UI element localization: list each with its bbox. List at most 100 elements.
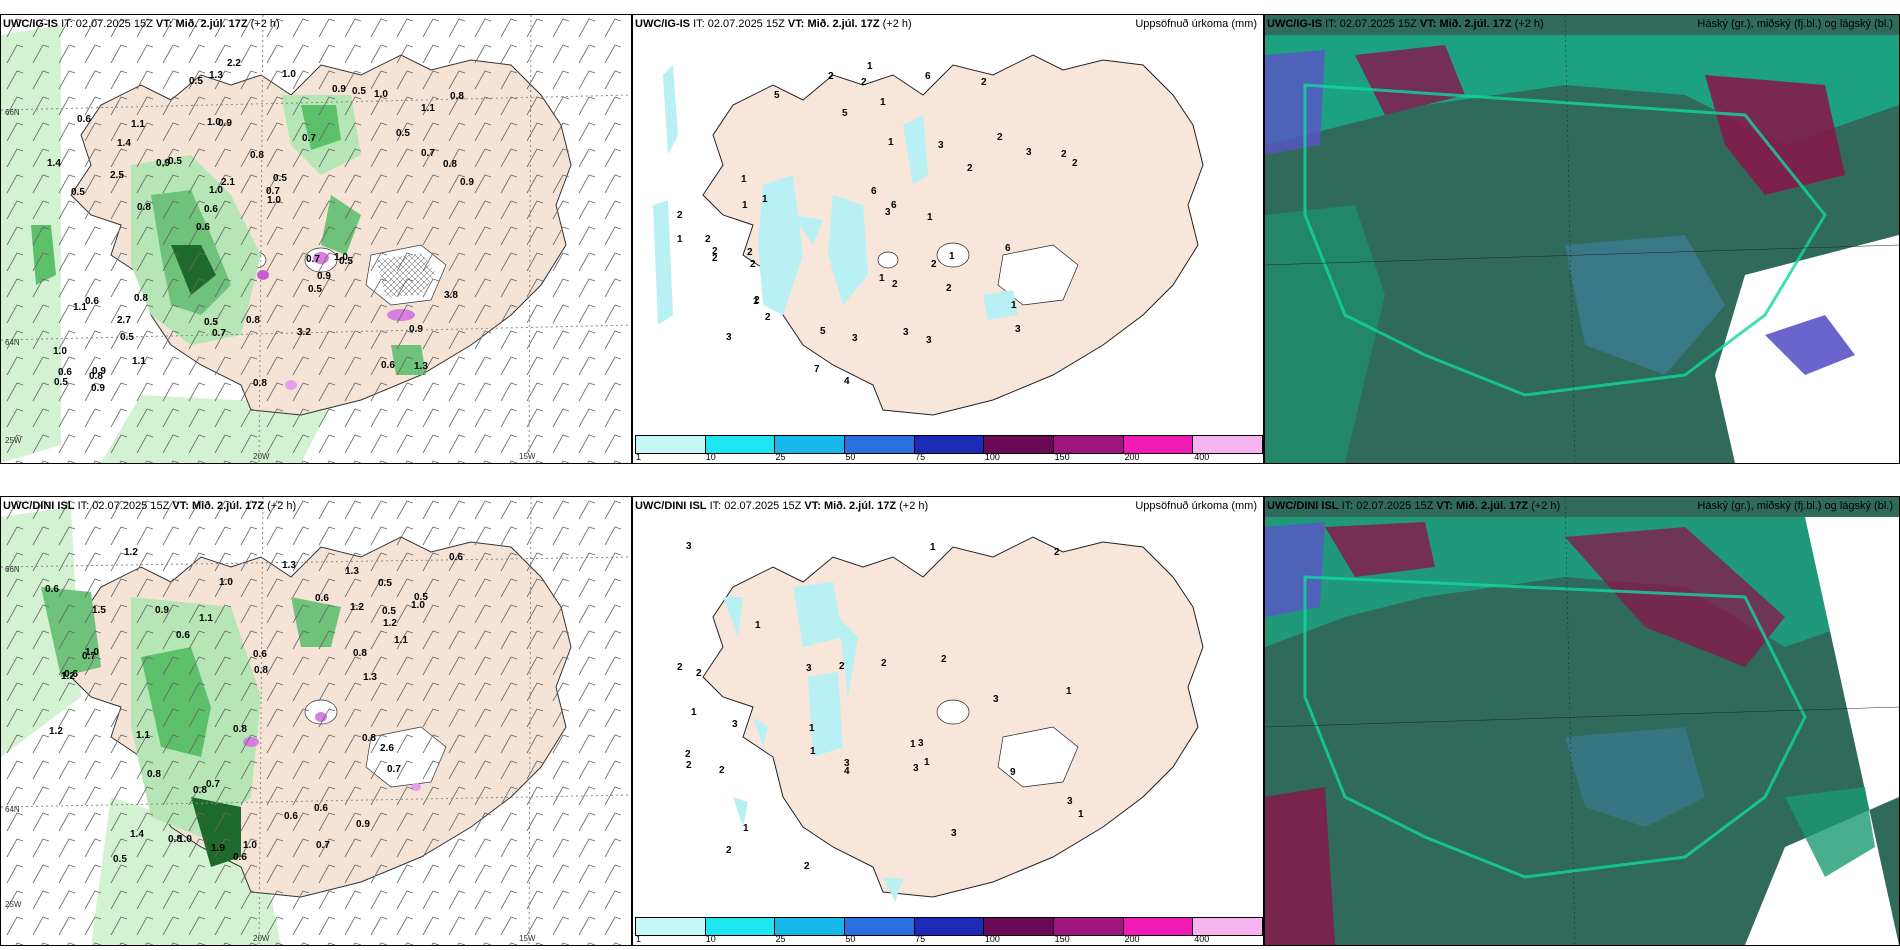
station-value: 2 <box>726 845 732 856</box>
it-value: 02.07.2025 15Z <box>1339 18 1417 30</box>
station-value: 3 <box>1067 796 1073 807</box>
station-value: 1.3 <box>209 70 223 81</box>
model-name: UWC/DINI ISL <box>3 500 75 512</box>
lead-time: (+2 h) <box>267 500 297 512</box>
station-value: 0.8 <box>89 371 103 382</box>
station-value: 0.9 <box>155 605 169 616</box>
station-value: 1.2 <box>124 547 138 558</box>
station-value: 0.5 <box>54 377 68 388</box>
it-label: IT: <box>693 18 705 30</box>
colorbar-segment <box>1123 918 1194 935</box>
station-value: 0.6 <box>85 296 99 307</box>
station-value: 1.0 <box>374 89 388 100</box>
precip-cyan-areas <box>758 115 1018 320</box>
lat-64-label: 64N <box>5 338 20 347</box>
station-value: 0.9 <box>218 118 232 129</box>
station-value: 0.8 <box>254 665 268 676</box>
station-value: 1.3 <box>363 672 377 683</box>
vt-value: Mið. 2.júl. 17Z <box>823 500 897 512</box>
station-value: 1 <box>927 212 933 223</box>
station-value: 1 <box>930 542 936 553</box>
station-value: 5 <box>842 108 848 119</box>
station-value: 2 <box>967 163 973 174</box>
station-value: 2 <box>1061 149 1067 160</box>
colorbar-segment <box>775 436 846 453</box>
station-value: 1 <box>810 746 816 757</box>
panel-header: UWC/DINI ISL IT: 02.07.2025 15Z VT: Mið.… <box>635 500 928 512</box>
station-value: 2 <box>750 259 756 270</box>
station-value: 0.8 <box>246 315 260 326</box>
vt-label: VT: <box>1436 500 1453 512</box>
colorbar-segment <box>1193 918 1263 935</box>
lon-15-label: 15W <box>519 934 536 943</box>
station-value: 3 <box>732 719 738 730</box>
station-value: 0.6 <box>64 669 78 680</box>
it-value: 02.07.2025 15Z <box>724 500 802 512</box>
colorbar-tick-label: 150 <box>1054 452 1070 462</box>
station-value: 1.2 <box>383 618 397 629</box>
station-value: 1.1 <box>199 613 213 624</box>
station-value: 0.6 <box>45 584 59 595</box>
station-value: 1.1 <box>421 103 435 114</box>
colorbar-tick-label: 10 <box>705 452 716 462</box>
precip-cyan-areas <box>723 582 903 902</box>
station-value: 2 <box>946 283 952 294</box>
station-value: 3 <box>806 663 812 674</box>
station-value: 2 <box>719 765 725 776</box>
lead-time: (+2 h) <box>1531 500 1561 512</box>
station-value: 0.8 <box>353 648 367 659</box>
vt-label: VT: <box>1419 18 1437 30</box>
station-value: 0.5 <box>113 854 127 865</box>
station-values: 0.80.71.30.51.00.80.60.50.60.71.5 1.2 1.00… <box>45 547 463 865</box>
station-value: 0.6 <box>204 204 218 215</box>
colorbar-segment <box>1123 436 1194 453</box>
station-value: 0.6 <box>314 803 328 814</box>
station-value: 1.3 <box>282 560 296 571</box>
vt-value: Mið. 2.júl. 17Z <box>1455 500 1529 512</box>
station-value: 1 <box>924 757 930 768</box>
station-value: 0.5 <box>120 332 134 343</box>
station-value: 4 <box>844 376 850 387</box>
station-values: 1.3 0.5 1.1 0.6 0.7 0.9 1.0 0.8 0.6 0.5 1.0 0.5 0.9 0… <box>47 58 474 394</box>
lon-25-label: 25W <box>5 900 22 909</box>
it-label: IT: <box>1341 500 1354 512</box>
lead-time: (+2 h) <box>899 500 929 512</box>
panel-precip-igis: UWC/IG-IS IT: 02.07.2025 15Z VT: Mið. 2.… <box>632 14 1264 464</box>
station-value: 1 <box>743 823 749 834</box>
model-name: UWC/DINI ISL <box>1267 500 1339 512</box>
station-value: 0.9 <box>409 324 423 335</box>
station-value: 1.0 <box>53 346 67 357</box>
station-value: 1 <box>949 251 955 262</box>
station-value: 6 <box>871 186 877 197</box>
station-value: 1 <box>880 97 886 108</box>
station-value: 0.6 <box>253 649 267 660</box>
vt-label: VT: <box>804 500 821 512</box>
colorbar-tick-label: 150 <box>1054 934 1070 944</box>
station-value: 3 <box>903 327 909 338</box>
station-value: 0.7 <box>266 186 280 197</box>
station-value: 0.8 <box>134 293 148 304</box>
vt-label: VT: <box>155 18 173 30</box>
station-value: 1 <box>1011 300 1017 311</box>
station-value: 3 <box>951 828 957 839</box>
station-value: 1.4 <box>130 829 144 840</box>
station-value: 2 <box>677 210 683 221</box>
it-label: IT: <box>1325 18 1337 30</box>
station-value: 2 <box>696 668 702 679</box>
station-value: 0.5 <box>204 317 218 328</box>
station-value: 2 <box>754 295 760 306</box>
station-value: 3 <box>918 738 924 749</box>
it-label: IT: <box>709 500 722 512</box>
colorbar-ticks: 1 10 25 50 75 100 150 200 400 <box>635 452 1263 463</box>
station-value: 0.5 <box>339 256 353 267</box>
station-value: 0.9 <box>356 819 370 830</box>
station-value: 3 <box>726 332 732 343</box>
station-value: 0.5 <box>396 128 410 139</box>
station-value: 2.5 <box>110 170 124 181</box>
station-value: 1.1 <box>131 119 145 130</box>
station-value: 2 <box>712 246 718 257</box>
station-value: 1 <box>867 61 873 72</box>
station-value: 0.7 <box>206 779 220 790</box>
colorbar-segment <box>984 436 1055 453</box>
